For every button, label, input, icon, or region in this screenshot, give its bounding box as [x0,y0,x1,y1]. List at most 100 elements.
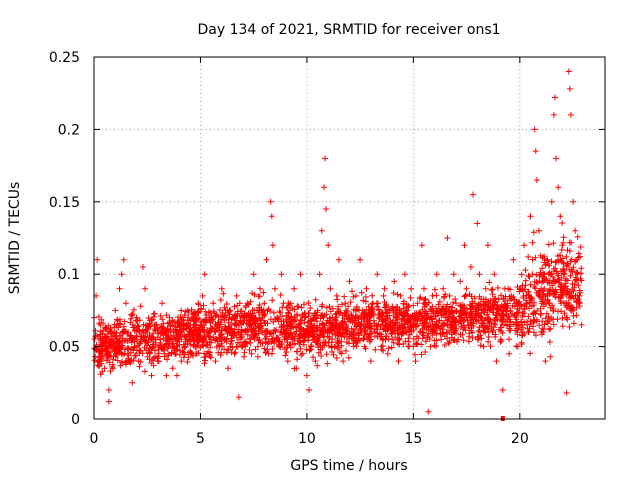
data-point [229,344,236,351]
data-point [564,261,571,268]
data-point [342,347,349,354]
data-point [353,323,360,330]
data-point [166,314,173,321]
data-point [384,350,391,357]
data-point [344,315,351,322]
data-point [233,317,240,324]
data-point [578,321,585,328]
data-point [393,304,399,311]
data-point [289,333,296,339]
data-point [284,322,291,329]
data-point [491,271,498,278]
data-point [315,349,322,356]
data-point [105,398,112,405]
data-point [433,271,440,278]
data-point [390,339,397,346]
data-point [252,331,259,338]
data-point [324,333,331,340]
data-point [298,332,305,338]
data-point [350,343,357,350]
data-point [279,304,286,311]
data-point [133,333,140,340]
data-point [220,290,227,297]
data-point [482,285,489,292]
data-point [144,329,151,336]
data-point [175,314,181,321]
data-point [144,342,151,349]
data-point [148,335,155,342]
data-point [374,303,381,310]
data-point [349,288,355,295]
data-point [296,335,303,342]
data-point [257,285,264,292]
data-point [564,247,571,254]
data-point [119,358,126,365]
data-point [451,315,458,321]
data-point [420,329,427,336]
data-point [245,301,252,308]
data-point [406,343,413,350]
data-point [564,285,571,292]
data-point [95,358,102,365]
data-point [429,292,436,299]
data-point [412,358,419,365]
data-point [574,233,581,240]
data-point [103,325,110,331]
data-point [402,308,409,315]
data-point [343,339,350,345]
data-point [578,270,584,277]
data-point [488,287,495,294]
data-point [122,328,129,335]
data-point [110,339,117,346]
data-point [388,344,395,351]
data-point [109,363,116,370]
data-point [541,259,548,266]
data-point [480,298,487,305]
data-point [376,314,383,321]
data-point [422,338,429,345]
data-point [103,335,110,342]
x-tick-label: 10 [298,431,316,447]
data-point [321,184,327,191]
data-point [140,264,146,270]
data-point [199,292,206,299]
data-point [204,341,211,348]
data-point [396,335,403,342]
data-points [91,68,585,421]
data-point [193,324,200,331]
data-point [355,329,361,336]
data-point [561,310,568,317]
data-point [103,357,110,364]
data-point [414,300,421,307]
data-point [268,213,275,220]
data-point [511,303,518,310]
data-point [488,304,495,311]
data-point [502,303,509,310]
data-point [489,291,496,298]
data-point [341,318,347,325]
data-point [314,324,321,331]
data-point [345,354,352,361]
data-point [532,310,539,317]
data-point [135,323,142,330]
data-point [550,265,557,272]
data-point [333,355,340,361]
data-point [294,356,301,363]
data-point [506,350,513,357]
data-point [122,300,129,307]
data-point [261,345,268,352]
data-point [242,304,249,311]
data-point [176,336,183,343]
data-point [479,317,486,324]
data-point [103,346,109,352]
data-point [558,246,565,253]
data-point [507,297,513,304]
data-point [472,310,479,317]
data-point [154,358,161,365]
data-point [215,327,222,334]
data-point [475,328,482,335]
data-point [405,335,412,342]
data-point [308,343,315,350]
data-point [385,325,392,332]
data-point [445,308,452,315]
